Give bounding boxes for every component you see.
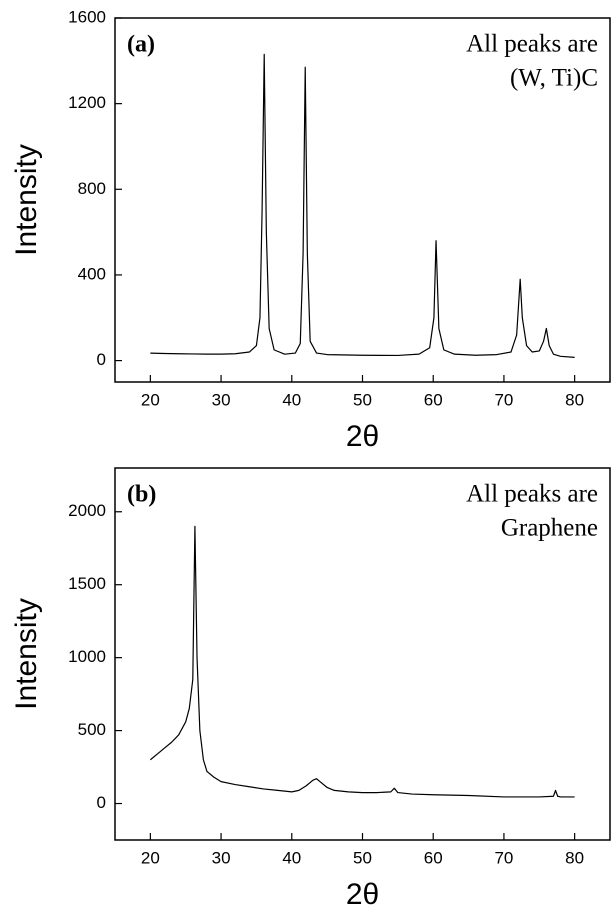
x-tick-label: 40	[282, 848, 301, 867]
panel-label: (a)	[127, 32, 155, 58]
y-axis-label: Intensity	[10, 144, 43, 256]
y-tick-label: 800	[78, 179, 106, 198]
x-tick-label: 30	[212, 390, 231, 409]
x-tick-label: 50	[353, 390, 372, 409]
y-tick-label: 500	[78, 720, 106, 739]
panel-label: (b)	[127, 482, 156, 508]
data-line	[150, 53, 575, 358]
annotation: All peaks are	[466, 481, 598, 508]
y-tick-label: 0	[97, 793, 106, 812]
y-tick-label: 2000	[68, 501, 106, 520]
x-axis-label: 2θ	[346, 420, 379, 453]
y-tick-label: 1500	[68, 574, 106, 593]
annotation: Graphene	[501, 515, 598, 542]
y-tick-label: 0	[97, 350, 106, 369]
y-tick-label: 1600	[68, 7, 106, 26]
y-tick-label: 400	[78, 264, 106, 283]
x-tick-label: 20	[141, 848, 160, 867]
x-tick-label: 80	[565, 390, 584, 409]
x-tick-label: 40	[282, 390, 301, 409]
y-tick-label: 1000	[68, 647, 106, 666]
x-tick-label: 60	[424, 390, 443, 409]
x-tick-label: 50	[353, 848, 372, 867]
annotation: All peaks are	[466, 31, 598, 58]
y-tick-label: 1200	[68, 93, 106, 112]
x-tick-label: 30	[212, 848, 231, 867]
annotation: (W, Ti)C	[510, 65, 598, 92]
data-line	[149, 525, 575, 798]
x-tick-label: 60	[424, 848, 443, 867]
x-tick-label: 70	[494, 390, 513, 409]
x-tick-label: 20	[141, 390, 160, 409]
x-tick-label: 70	[494, 848, 513, 867]
y-axis-label: Intensity	[10, 598, 43, 710]
x-axis-label: 2θ	[346, 878, 379, 911]
x-tick-label: 80	[565, 848, 584, 867]
